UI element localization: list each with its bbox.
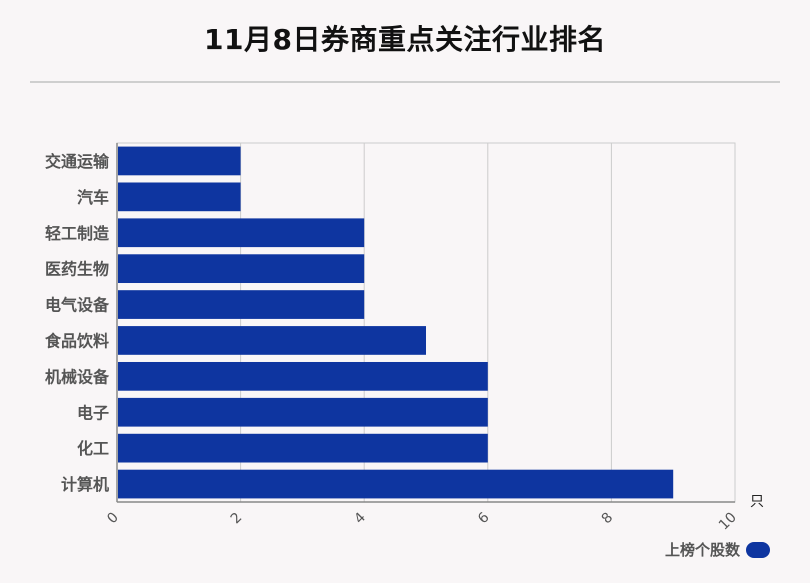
bar <box>118 182 241 212</box>
chart-title: 11月8日券商重点关注行业排名 <box>204 23 606 56</box>
bar <box>118 290 365 319</box>
category-label: 计算机 <box>61 475 109 494</box>
category-label: 轻工制造 <box>45 224 110 243</box>
category-label: 汽车 <box>77 188 109 207</box>
category-label: 电气设备 <box>45 296 110 315</box>
legend-swatch <box>746 541 770 558</box>
category-label: 交通运输 <box>45 152 110 171</box>
x-tick-label: 6 <box>475 509 493 527</box>
bar <box>118 469 674 499</box>
x-axis-unit: 只 <box>750 494 764 510</box>
x-tick-label: 2 <box>228 510 246 528</box>
legend-label: 上榜个股数 <box>664 541 740 559</box>
x-tick-label: 10 <box>716 510 740 534</box>
bar <box>118 397 488 427</box>
category-label: 电子 <box>77 403 109 422</box>
category-label: 机械设备 <box>45 367 110 386</box>
bar <box>118 361 488 391</box>
x-tick-label: 0 <box>104 510 122 528</box>
category-label: 食品饮料 <box>44 331 109 350</box>
category-label: 医药生物 <box>45 260 109 279</box>
bar <box>118 326 426 355</box>
bar <box>118 218 365 248</box>
bar <box>118 146 241 176</box>
legend[interactable]: 上榜个股数 <box>665 539 770 560</box>
bar <box>118 433 488 463</box>
x-tick-label: 4 <box>351 509 369 527</box>
bar <box>118 254 365 284</box>
title-divider <box>30 81 780 83</box>
category-label: 化工 <box>77 439 109 458</box>
x-tick-label: 8 <box>599 510 617 528</box>
